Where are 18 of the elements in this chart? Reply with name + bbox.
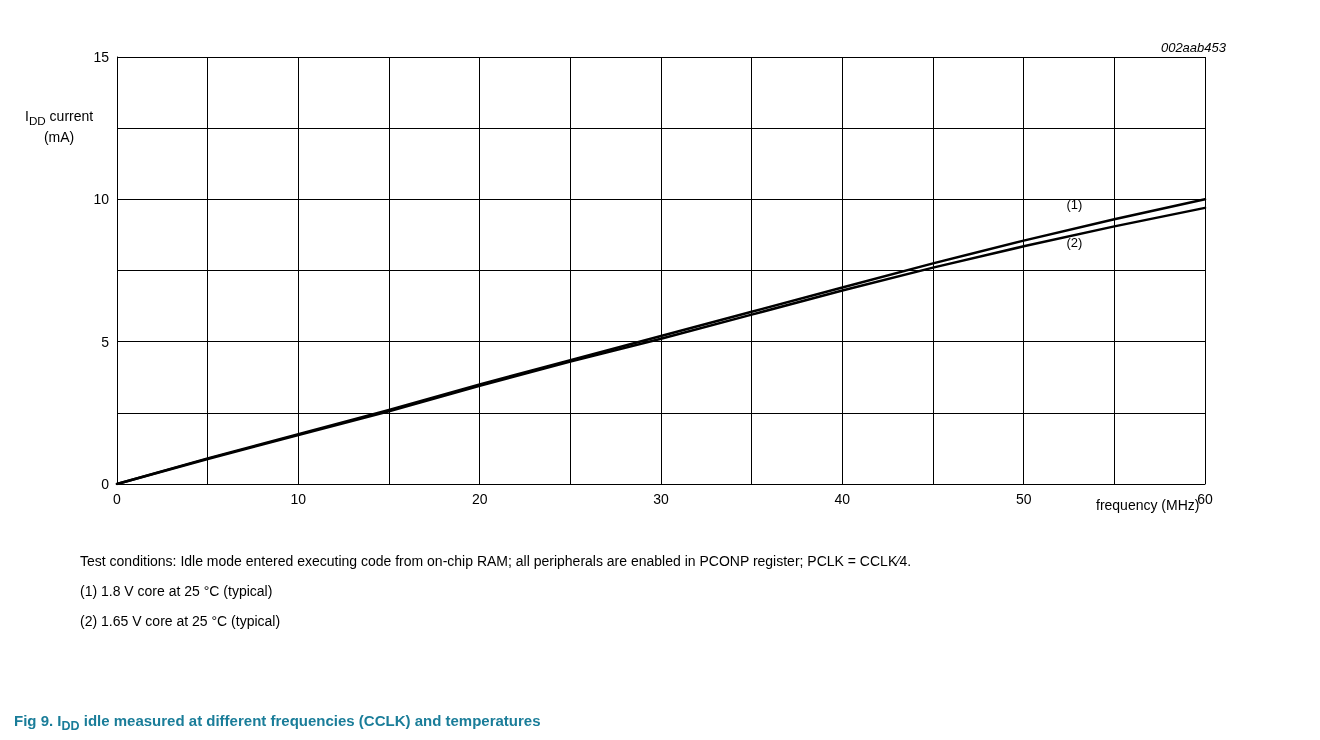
series-label: (2) (1066, 235, 1083, 251)
x-tick-label: 10 (290, 491, 307, 507)
text: Fig 9. I$_{DD}$ idle measured at different frequencies (CCLK) and temperatures (14, 712, 541, 733)
y-tick-label: 10 (93, 191, 110, 208)
y-tick-label: 0 (101, 476, 110, 492)
text: (2) 1.65 V core at 25 °C (typical) (80, 612, 282, 630)
text: Test conditions: Idle mode entered executing code from on-chip RAM; all peripherals are enabled in PCONP register; PCLK = CCLK⁄4. (80, 552, 913, 570)
x-tick-label: 0 (113, 491, 122, 507)
series-label: (1) (1066, 197, 1083, 213)
x-tick-label: 50 (1015, 491, 1032, 507)
x-tick-label: 40 (834, 491, 851, 507)
y-tick-label: 5 (101, 333, 110, 350)
text: (1) 1.8 V core at 25 °C (typical) (80, 582, 274, 600)
y-tick-label: 15 (93, 49, 110, 65)
y-axis-title: I$_{DD}$ current (mA) (25, 108, 94, 146)
x-tick-label: 30 (653, 491, 669, 507)
text: 002aab453 (1160, 40, 1226, 55)
x-tick-label: 20 (471, 491, 488, 507)
